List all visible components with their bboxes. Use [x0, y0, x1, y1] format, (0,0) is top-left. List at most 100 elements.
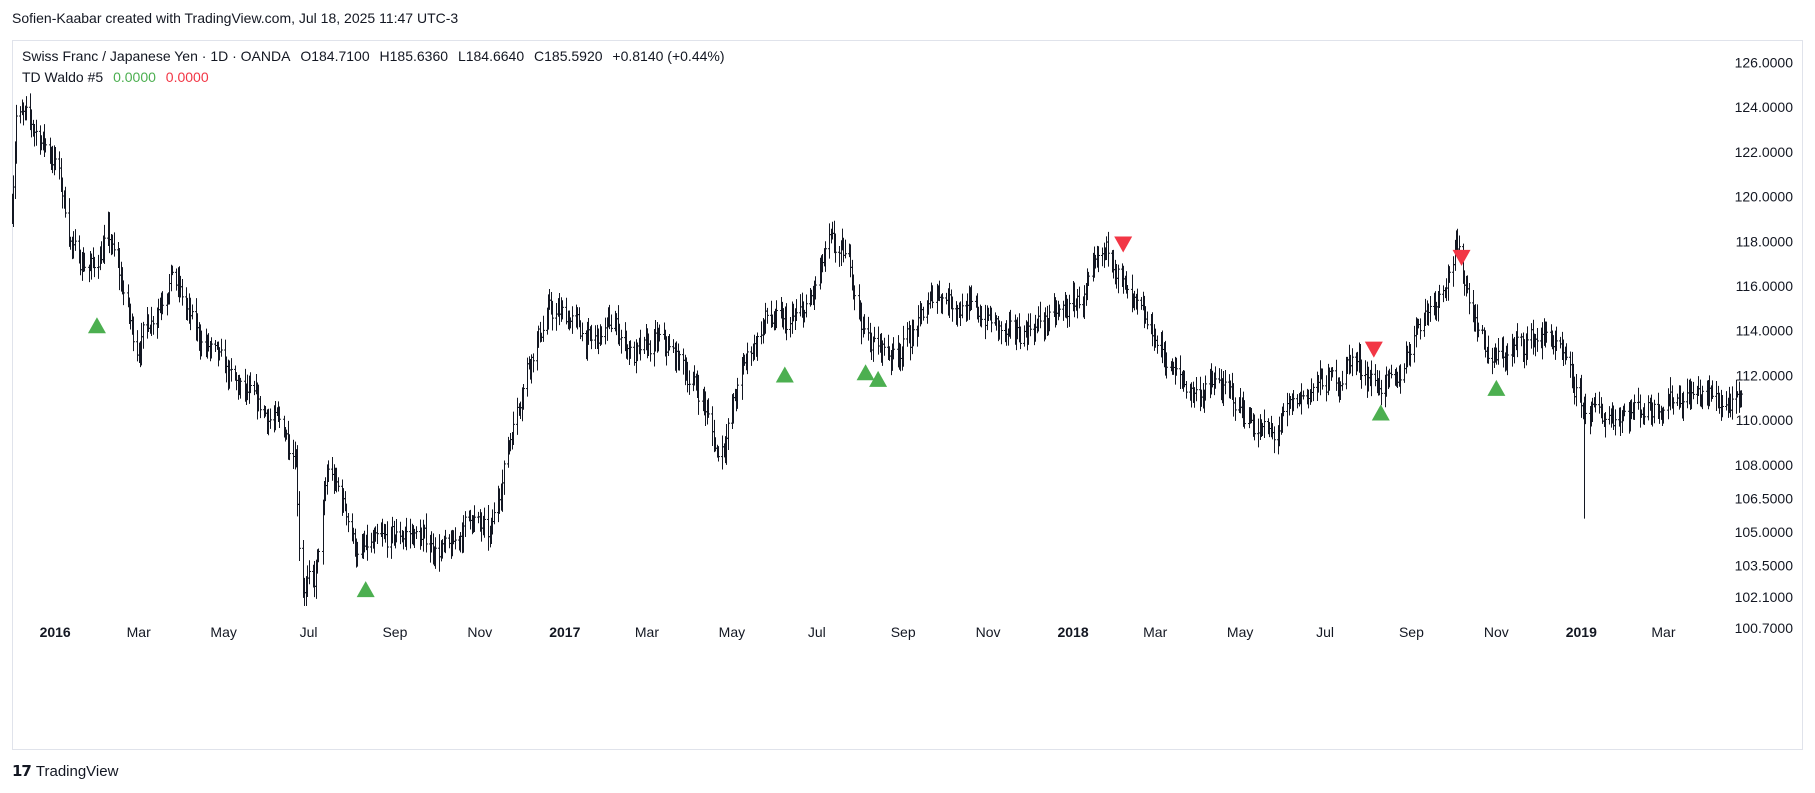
ohlc-bar: [425, 513, 428, 553]
ohlc-bar: [1263, 409, 1266, 439]
ohlc-bar: [542, 315, 545, 342]
signal-markers: [87, 236, 1506, 598]
ohlc-bar: [113, 232, 116, 257]
ohlc-bar: [873, 326, 876, 343]
ohlc-bar: [1175, 357, 1178, 376]
ohlc-bar: [464, 511, 467, 538]
ohlc-bar: [259, 395, 262, 419]
ohlc-bar: [1062, 300, 1065, 321]
ohlc-bar: [1390, 364, 1393, 379]
ohlc-bar: [103, 224, 106, 265]
ohlc-bar: [181, 279, 184, 306]
sell-signal-triangle: [1114, 236, 1133, 253]
ohlc-bar: [760, 321, 763, 345]
ohlc-bars: [12, 93, 1743, 607]
ohlc-bar: [1179, 355, 1182, 390]
ohlc-bar: [175, 268, 178, 291]
ohlc-bar: [1204, 375, 1207, 401]
ohlc-bar: [877, 326, 880, 355]
ohlc-bar: [1672, 397, 1675, 415]
indicator-name[interactable]: TD Waldo #5: [22, 69, 104, 85]
price-tick-label: 114.0000: [1736, 323, 1794, 339]
price-axis: 126.0000 124.0000 122.0000 120.0000 118.0000…: [1735, 54, 1794, 636]
ohlc-bar: [1643, 403, 1646, 426]
ohlc-bar: [1087, 271, 1090, 287]
ohlc-bar: [1559, 336, 1562, 349]
ohlc-bar: [1296, 394, 1299, 409]
ohlc-bar: [1058, 304, 1061, 317]
ohlc-bar: [171, 265, 174, 276]
ohlc-bar: [1048, 304, 1051, 332]
tradingview-footer[interactable]: 𝟭𝟳 TradingView: [12, 762, 118, 781]
ohlc-bar: [161, 291, 164, 315]
time-tick-label: 2016: [40, 624, 71, 640]
time-tick-label: Mar: [635, 624, 659, 640]
ohlc-bar: [54, 146, 57, 171]
ohlc-bar: [1676, 393, 1679, 406]
ohlc-bar: [1000, 321, 1003, 345]
ohlc-bar: [1731, 386, 1734, 420]
ohlc-bar: [1023, 325, 1026, 347]
ohlc-bar: [1575, 374, 1578, 407]
ohlc-bar: [1234, 397, 1237, 421]
ohlc-bar: [649, 340, 652, 362]
ohlc-bar: [1380, 379, 1383, 406]
ohlc-bar: [1195, 377, 1198, 402]
ohlc-bar: [1598, 391, 1601, 414]
ohlc-bar: [1584, 393, 1587, 425]
ohlc-bar: [799, 294, 802, 317]
ohlc-high: H185.6360: [379, 48, 449, 64]
ohlc-bar: [1156, 335, 1159, 354]
time-tick-label: Jul: [300, 624, 318, 640]
ohlc-bar: [561, 300, 564, 320]
ohlc-bar: [581, 322, 584, 342]
ohlc-bar: [717, 446, 720, 462]
price-chart[interactable]: 126.0000 124.0000 122.0000 120.0000 118.0000…: [12, 40, 1803, 750]
tradingview-logo-icon: 𝟭𝟳: [12, 763, 32, 780]
ohlc-bar: [785, 303, 788, 341]
price-tick-label: 112.0000: [1736, 367, 1794, 383]
ohlc-bar: [590, 324, 593, 350]
price-tick-label: 124.0000: [1735, 99, 1794, 115]
ohlc-bar: [917, 305, 920, 337]
ohlc-bar: [795, 299, 798, 322]
ohlc-bar: [844, 239, 847, 259]
sell-signal-triangle: [1364, 341, 1383, 358]
ohlc-bar: [292, 439, 295, 469]
ohlc-bar: [766, 307, 769, 324]
ohlc-bar: [721, 435, 724, 470]
ohlc-bar: [1682, 391, 1685, 421]
ohlc-bar: [454, 527, 457, 550]
ohlc-bar: [945, 292, 948, 305]
buy-signal-triangle: [87, 317, 106, 334]
ohlc-bar: [984, 304, 987, 340]
ohlc-bar: [1419, 318, 1422, 340]
ohlc-bar: [1312, 383, 1315, 402]
price-tick-label: 126.0000: [1735, 54, 1794, 70]
ohlc-bar: [1614, 409, 1617, 436]
ohlc-bar: [532, 353, 535, 373]
ohlc-bar: [639, 329, 642, 361]
ohlc-bar: [668, 334, 671, 351]
ohlc-bar: [600, 326, 603, 345]
ohlc-bar: [697, 374, 700, 415]
ohlc-bar: [83, 252, 86, 272]
time-tick-label: Nov: [467, 624, 492, 640]
chart-frame: [12, 40, 1803, 750]
time-tick-label: Mar: [1651, 624, 1675, 640]
ohlc-bar: [1604, 412, 1607, 438]
ohlc-bar: [1253, 414, 1256, 441]
ohlc-bar: [503, 460, 506, 495]
ohlc-bar: [74, 229, 77, 251]
ohlc-bar: [1243, 400, 1246, 429]
ohlc-bar: [620, 329, 623, 354]
ohlc-bar: [347, 513, 350, 533]
ohlc-bar: [1136, 288, 1139, 315]
symbol-name[interactable]: Swiss Franc / Japanese Yen · 1D · OANDA: [22, 48, 291, 64]
ohlc-bar: [828, 223, 831, 259]
ohlc-bar: [838, 245, 841, 267]
ohlc-bar: [1360, 359, 1363, 389]
ohlc-bar: [345, 503, 348, 526]
ohlc-bar: [1335, 359, 1338, 391]
ohlc-bar: [990, 307, 993, 333]
